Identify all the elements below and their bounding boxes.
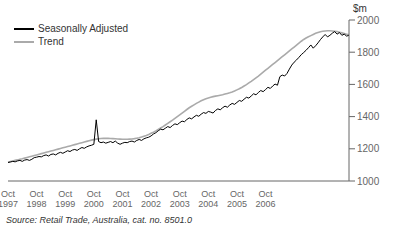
svg-text:1800: 1800 (357, 47, 380, 58)
svg-text:1400: 1400 (357, 111, 380, 122)
html-text:$m: $m (353, 3, 367, 14)
svg-text:Oct2002: Oct2002 (141, 189, 161, 209)
svg-text:2000: 2000 (357, 15, 380, 26)
svg-text:Oct2000: Oct2000 (84, 189, 104, 209)
html-text:Seasonally Adjusted: Seasonally Adjusted (38, 23, 129, 34)
svg-text:Oct1997: Oct1997 (8, 189, 18, 209)
svg-text:1000: 1000 (357, 176, 380, 187)
svg-text:Oct2003: Oct2003 (170, 189, 190, 209)
svg-text:1200: 1200 (357, 143, 380, 154)
svg-text:Oct1998: Oct1998 (27, 189, 47, 209)
svg-text:1600: 1600 (357, 79, 380, 90)
svg-text:Oct2005: Oct2005 (227, 189, 247, 209)
svg-text:Oct2001: Oct2001 (112, 189, 132, 209)
svg-text:Oct2004: Oct2004 (198, 189, 218, 209)
html-text:Source: Retail Trade, Australi: Source: Retail Trade, Australia, cat. no… (6, 215, 193, 225)
svg-text:Oct1999: Oct1999 (55, 189, 75, 209)
html-text:Trend: Trend (38, 36, 64, 47)
svg-text:Oct2006: Oct2006 (256, 189, 276, 209)
